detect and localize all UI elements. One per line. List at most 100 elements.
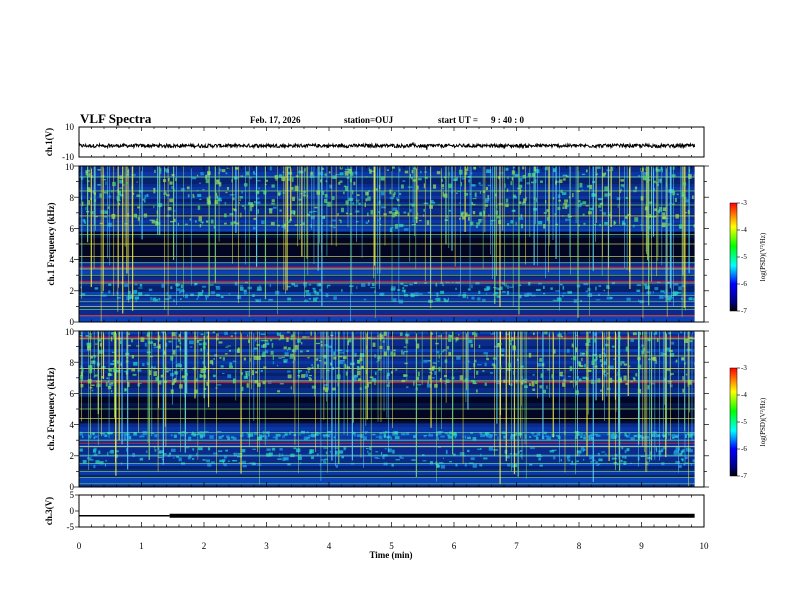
spec-noise: [326, 369, 330, 372]
spec-hiss: [142, 362, 145, 367]
spec-hiss: [290, 210, 296, 215]
spec-hiss: [94, 287, 99, 290]
spec-hiss: [324, 458, 328, 460]
spec-noise: [522, 174, 526, 179]
spec-noise: [130, 338, 133, 343]
ch2-spectrogram-image: [79, 331, 704, 487]
spec-noise: [88, 200, 90, 205]
spec-noise: [484, 204, 489, 207]
spec-hiss: [624, 432, 627, 437]
ch1-ytick-10: 10: [65, 162, 75, 172]
spec-hiss: [550, 287, 553, 290]
spec-hiss: [626, 297, 631, 301]
spec-noise: [338, 182, 341, 185]
spec-hiss: [369, 446, 372, 451]
spec-hiss: [674, 449, 679, 453]
spec-hiss: [188, 437, 192, 442]
spec-noise: [291, 177, 294, 182]
spec-row: [79, 481, 695, 484]
spec-noise: [270, 221, 275, 226]
spec-hiss: [202, 285, 206, 288]
spec-noise: [559, 371, 564, 374]
spec-hiss: [365, 448, 369, 450]
spec-noise: [511, 337, 514, 341]
spec-hiss: [153, 346, 157, 349]
spec-hiss: [365, 432, 367, 435]
spec-noise: [575, 380, 578, 386]
spec-noise: [495, 193, 497, 197]
spec-noise: [338, 219, 341, 221]
spec-noise: [625, 197, 629, 199]
spec-hiss: [98, 350, 103, 354]
spec-hiss: [536, 432, 538, 437]
spec-noise: [576, 190, 581, 193]
spec-hiss: [581, 189, 584, 191]
spec-hiss: [583, 283, 589, 286]
spec-noise: [651, 357, 656, 360]
ch2-ytick-2: 2: [70, 451, 75, 461]
spec-hiss: [657, 178, 662, 183]
spec-noise: [263, 190, 267, 195]
spec-noise: [225, 191, 228, 194]
spec-hiss: [682, 284, 685, 288]
ch2-cb-tick-7: -7: [741, 472, 747, 480]
spec-noise: [149, 219, 154, 222]
spec-hiss: [315, 431, 319, 436]
spec-hiss: [283, 434, 286, 438]
spec-noise: [169, 181, 173, 185]
spec-hiss: [464, 435, 467, 439]
spec-hiss: [370, 287, 376, 289]
spec-noise: [302, 336, 307, 338]
spec-hiss: [505, 333, 510, 336]
spec-hiss: [271, 447, 276, 451]
spec-noise: [160, 374, 164, 378]
spec-hiss: [497, 436, 499, 440]
spec-hiss: [679, 331, 683, 334]
spec-noise: [533, 332, 535, 336]
spec-noise: [666, 182, 668, 188]
spec-noise: [597, 378, 601, 383]
spec-noise: [575, 347, 578, 353]
spec-hiss: [354, 352, 357, 357]
spec-noise: [635, 373, 638, 377]
spec-hiss: [452, 453, 456, 456]
spec-hiss: [84, 220, 87, 225]
spec-hiss: [224, 331, 228, 336]
spec-hiss: [287, 171, 293, 175]
spec-noise: [675, 360, 678, 363]
spec-hiss: [394, 436, 400, 440]
spec-noise: [608, 336, 611, 338]
spec-hiss: [659, 295, 664, 299]
spec-hiss: [555, 290, 561, 292]
spec-noise: [365, 198, 368, 202]
spec-hiss: [276, 332, 281, 336]
spec-noise: [667, 223, 672, 225]
spec-hiss: [297, 339, 301, 343]
spec-hiss: [286, 285, 291, 288]
spec-noise: [576, 334, 579, 336]
spec-noise: [198, 216, 202, 222]
spec-hiss: [88, 459, 94, 461]
spec-hiss: [123, 436, 127, 441]
spec-hiss: [471, 296, 475, 300]
spec-row: [79, 310, 695, 313]
spec-hiss: [177, 362, 181, 367]
spec-hiss: [239, 285, 243, 287]
spec-noise: [125, 360, 129, 363]
spec-hiss: [488, 214, 490, 217]
spec-hiss: [154, 449, 157, 452]
spec-noise: [207, 172, 210, 175]
spec-hiss: [272, 436, 278, 439]
spec-hiss: [487, 286, 490, 290]
spec-noise: [442, 350, 444, 353]
spec-hiss: [553, 456, 556, 460]
spec-hiss: [435, 282, 438, 287]
spec-noise: [88, 173, 91, 177]
spec-hiss: [585, 433, 587, 435]
spec-noise: [153, 187, 156, 190]
spec-empty: [694, 166, 704, 322]
spec-row: [79, 316, 695, 319]
spec-hiss: [204, 294, 209, 298]
spec-noise: [241, 372, 243, 376]
spec-noise: [116, 196, 120, 201]
